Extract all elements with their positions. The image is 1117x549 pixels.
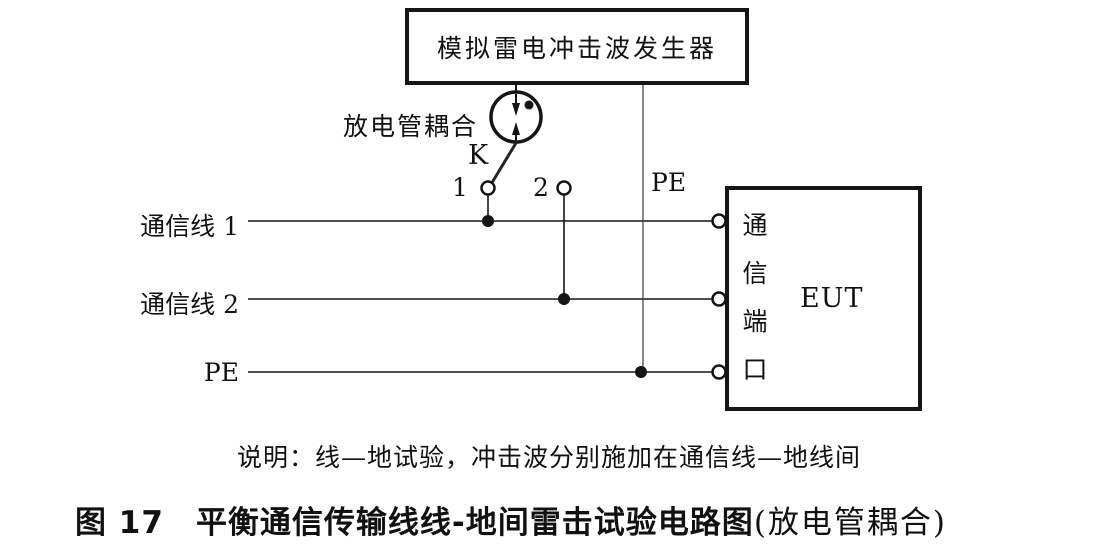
pe-line-label: PE [203,358,239,387]
eut-terminal-1 [711,213,727,229]
switch-blade [491,141,518,183]
eut-terminal-pe [711,364,727,380]
junction-dot-line1 [482,215,494,227]
junction-dot-line2 [558,293,570,305]
eut-terminal-2 [711,291,727,307]
discharge-tube-icon [489,90,543,144]
switch-k-label: K [468,140,489,171]
figure-title: 平衡通信传输线线-地间雷击试验电路图 [195,505,754,541]
comm-line-1-label: 通信线 1 [140,212,239,241]
pe-drop-label: PE [651,168,687,197]
eut-box [725,186,922,411]
switch-terminal-2 [556,180,572,196]
figure-caption: 图 17 平衡通信传输线线-地间雷击试验电路图(放电管耦合) [75,497,947,542]
figure-title-suffix: (放电管耦合) [753,505,948,541]
figure-number: 图 17 [75,505,164,541]
eut-port-label: 通信端口 [739,212,768,404]
surge-generator-label: 模拟雷电冲击波发生器 [436,33,717,63]
switch-position-1-label: 1 [452,173,468,202]
switch-position-2-label: 2 [533,173,549,202]
discharge-tube-coupling-label: 放电管耦合 [342,112,478,141]
switch-terminal-1 [480,180,496,196]
junction-dot-pe [635,366,647,378]
eut-name-label: EUT [800,283,864,314]
surge-generator-box: 模拟雷电冲击波发生器 [405,8,749,85]
figure-note: 说明：线—地试验，冲击波分别施加在通信线—地线间 [237,443,862,472]
comm-line-2-label: 通信线 2 [140,290,239,319]
